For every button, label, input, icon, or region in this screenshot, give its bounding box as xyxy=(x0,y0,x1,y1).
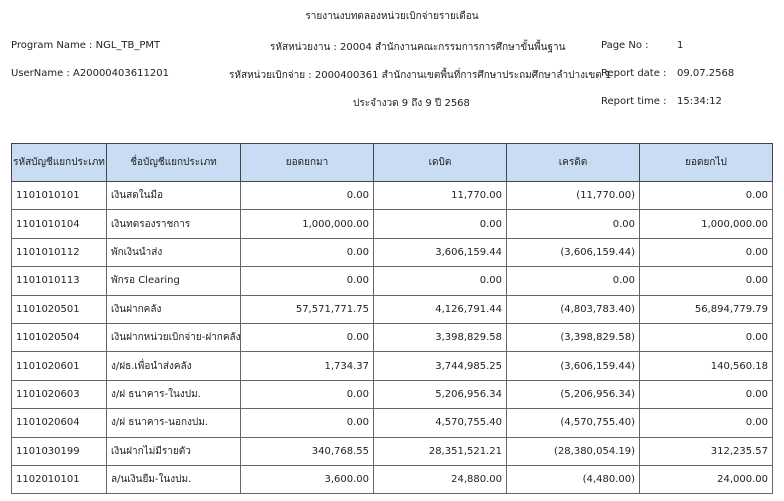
text-cell: 1101020601 xyxy=(11,351,107,381)
table-row: 1101010112 พักเงินนำส่ง 0.00 3,606,159.44 (3… xyxy=(11,237,773,268)
text-cell: พักเงินนำส่ง xyxy=(106,237,241,268)
amount-cell: 56,894,779.79 xyxy=(639,294,773,324)
text-cell: เงินฝากหน่วยเบิกจ่าย-ฝากคลัง xyxy=(106,322,241,353)
amount-cell: 0.00 xyxy=(639,322,773,353)
period: ประจำงวด 9 ถึง 9 ปี 2568 xyxy=(353,98,470,109)
amount-cell: (3,398,829.58) xyxy=(506,322,640,353)
text-cell: 1101010112 xyxy=(11,237,107,268)
amount-cell: (3,606,159.44) xyxy=(506,237,640,268)
table-row: 1101020603 ง/ฝ ธนาคาร-ในงปม. 0.00 5,206,956… xyxy=(11,379,773,410)
text-cell: เงินสดในมือ xyxy=(106,180,241,211)
page-label: Page No : xyxy=(601,40,649,51)
amount-cell: 3,744,985.25 xyxy=(373,351,507,381)
amount-cell: 3,398,829.58 xyxy=(373,322,507,353)
page-no: 1 xyxy=(677,40,684,51)
amount-cell: (4,570,755.40) xyxy=(506,408,640,438)
amount-cell: 0.00 xyxy=(240,408,374,438)
amount-cell: 0.00 xyxy=(240,266,374,296)
text-cell: เงินทดรองราชการ xyxy=(106,209,241,239)
table-row: 1101010104 เงินทดรองราชการ 1,000,000.00 0.0… xyxy=(11,209,773,239)
column-header: รหัสบัญชีแยกประเภท xyxy=(11,143,107,182)
table-row: 1101020601 ง/ฝธ.เพื่อนำส่งคลัง 1,734.37 3,7… xyxy=(11,351,773,381)
text-cell: 1101010104 xyxy=(11,209,107,239)
table-row: 1101030199 เงินฝากไม่มีรายตัว 340,768.55 28… xyxy=(11,436,773,466)
amount-cell: 0.00 xyxy=(506,209,640,239)
text-cell: 1101020603 xyxy=(11,379,107,410)
table-body: 1101010101 เงินสดในมือ 0.00 11,770.00 (11,77… xyxy=(11,180,773,495)
text-cell: 1101020604 xyxy=(11,408,107,438)
amount-cell: 0.00 xyxy=(373,266,507,296)
program-name: Program Name : NGL_TB_PMT xyxy=(11,40,161,51)
column-header: เดบิต xyxy=(373,143,507,182)
amount-cell: 140,560.18 xyxy=(639,351,773,381)
report-time: 15:34:12 xyxy=(677,96,722,107)
amount-cell: 0.00 xyxy=(506,266,640,296)
text-cell: 1101010113 xyxy=(11,266,107,296)
report-time-label: Report time : xyxy=(601,96,667,107)
amount-cell: 0.00 xyxy=(639,266,773,296)
text-cell: ล/นเงินยืม-ในงปม. xyxy=(106,464,241,495)
amount-cell: (4,803,783.40) xyxy=(506,294,640,324)
amount-cell: (28,380,054.19) xyxy=(506,436,640,466)
amount-cell: 57,571,771.75 xyxy=(240,294,374,324)
amount-cell: (11,770.00) xyxy=(506,180,640,211)
amount-cell: 0.00 xyxy=(240,237,374,268)
amount-cell: 24,880.00 xyxy=(373,464,507,495)
table-row: 1101020501 เงินฝากคลัง 57,571,771.75 4,126,… xyxy=(11,294,773,324)
text-cell: เงินฝากคลัง xyxy=(106,294,241,324)
table-row: 1101020604 ง/ฝ ธนาคาร-นอกงปม. 0.00 4,570,75… xyxy=(11,408,773,438)
amount-cell: 0.00 xyxy=(639,180,773,211)
amount-cell: 5,206,956.34 xyxy=(373,379,507,410)
column-header: ยอดยกไป xyxy=(639,143,773,182)
column-header: เครดิต xyxy=(506,143,640,182)
user-name: UserName : A20000403611201 xyxy=(11,68,169,79)
ledger-table: รหัสบัญชีแยกประเภท ชื่อบัญชีแยกประเภท ยอดย… xyxy=(11,143,773,495)
amount-cell: 0.00 xyxy=(240,180,374,211)
text-cell: ง/ฝ ธนาคาร-นอกงปม. xyxy=(106,408,241,438)
text-cell: 1101030199 xyxy=(11,436,107,466)
amount-cell: 4,570,755.40 xyxy=(373,408,507,438)
text-cell: ง/ฝธ.เพื่อนำส่งคลัง xyxy=(106,351,241,381)
column-header: ยอดยกมา xyxy=(240,143,374,182)
report-date: 09.07.2568 xyxy=(677,68,735,79)
amount-cell: 1,000,000.00 xyxy=(639,209,773,239)
table-row: 1101010101 เงินสดในมือ 0.00 11,770.00 (11,77… xyxy=(11,180,773,211)
text-cell: เงินฝากไม่มีรายตัว xyxy=(106,436,241,466)
text-cell: 1102010101 xyxy=(11,464,107,495)
disbursing-unit: รหัสหน่วยเบิกจ่าย : 2000400361 สำนักงานเ… xyxy=(229,70,612,81)
amount-cell: (5,206,956.34) xyxy=(506,379,640,410)
text-cell: 1101020501 xyxy=(11,294,107,324)
amount-cell: 3,600.00 xyxy=(240,464,374,495)
text-cell: 1101010101 xyxy=(11,180,107,211)
amount-cell: 0.00 xyxy=(639,237,773,268)
text-cell: 1101020504 xyxy=(11,322,107,353)
amount-cell: 0.00 xyxy=(639,408,773,438)
amount-cell: 4,126,791.44 xyxy=(373,294,507,324)
agency: รหัสหน่วยงาน : 20004 สำนักงานคณะกรรมการก… xyxy=(270,42,566,53)
amount-cell: 3,606,159.44 xyxy=(373,237,507,268)
table-row: 1101010113 พักรอ Clearing 0.00 0.00 0.00 0.00 xyxy=(11,266,773,296)
amount-cell: 28,351,521.21 xyxy=(373,436,507,466)
amount-cell: 340,768.55 xyxy=(240,436,374,466)
text-cell: ง/ฝ ธนาคาร-ในงปม. xyxy=(106,379,241,410)
table-row: 1101020504 เงินฝากหน่วยเบิกจ่าย-ฝากคลัง 0.… xyxy=(11,322,773,353)
report-title: รายงานงบทดลองหน่วยเบิกจ่ายรายเดือน xyxy=(305,11,479,22)
text-cell: พักรอ Clearing xyxy=(106,266,241,296)
amount-cell: 0.00 xyxy=(639,379,773,410)
amount-cell: 0.00 xyxy=(240,322,374,353)
amount-cell: 312,235.57 xyxy=(639,436,773,466)
amount-cell: (4,480.00) xyxy=(506,464,640,495)
amount-cell: (3,606,159.44) xyxy=(506,351,640,381)
amount-cell: 11,770.00 xyxy=(373,180,507,211)
amount-cell: 0.00 xyxy=(373,209,507,239)
amount-cell: 24,000.00 xyxy=(639,464,773,495)
table-row: 1102010101 ล/นเงินยืม-ในงปม. 3,600.00 24,88… xyxy=(11,464,773,495)
header-row: รหัสบัญชีแยกประเภท ชื่อบัญชีแยกประเภท ยอดย… xyxy=(11,143,773,182)
amount-cell: 0.00 xyxy=(240,379,374,410)
column-header: ชื่อบัญชีแยกประเภท xyxy=(106,143,241,182)
report-date-label: Report date : xyxy=(601,68,667,79)
amount-cell: 1,000,000.00 xyxy=(240,209,374,239)
amount-cell: 1,734.37 xyxy=(240,351,374,381)
